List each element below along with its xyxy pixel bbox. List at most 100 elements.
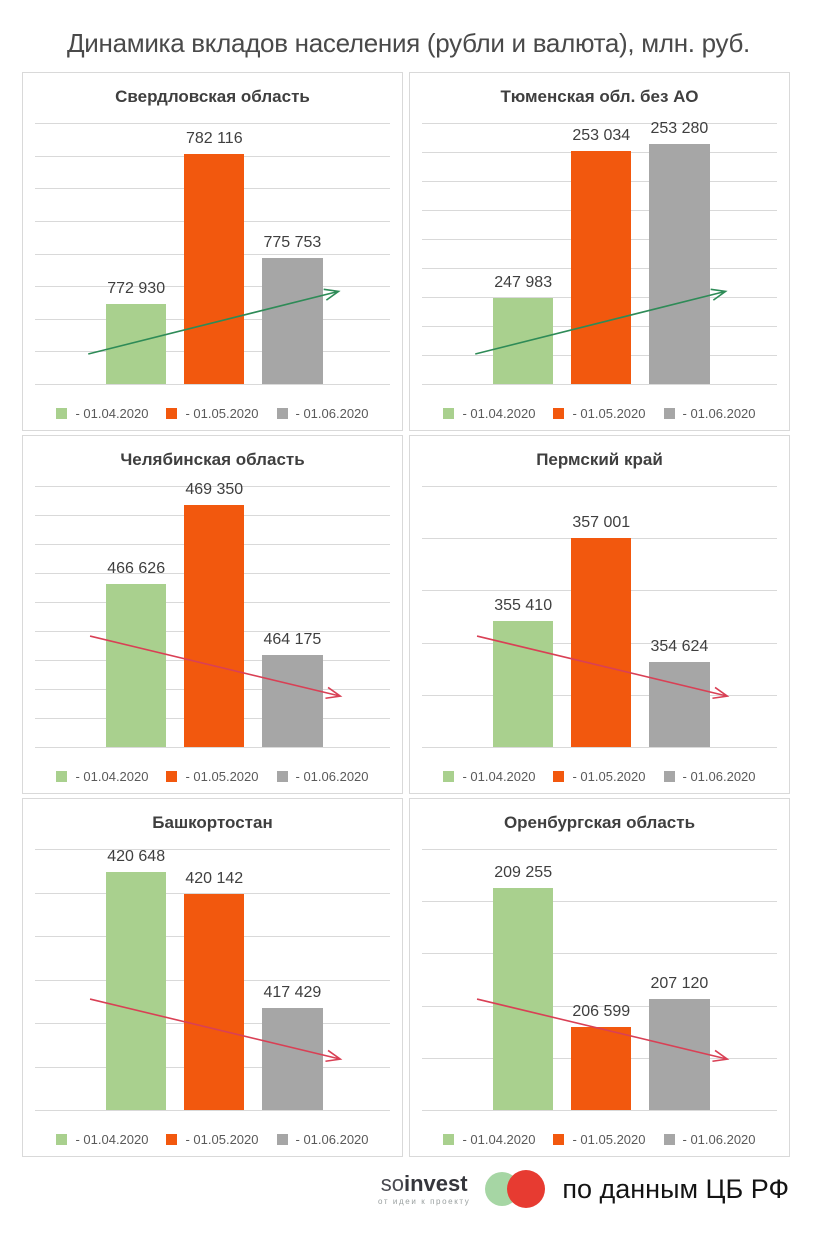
gridline <box>422 1110 777 1111</box>
chart-title: Оренбургская область <box>503 813 696 832</box>
footer: soinvest от идеи к проекту по данным ЦБ … <box>378 1168 789 1210</box>
bar-value-label: 253 280 <box>650 119 709 137</box>
legend-swatch-icon <box>443 408 455 419</box>
legend-swatch-icon <box>276 408 288 419</box>
bar-value-label: 417 429 <box>263 983 322 1001</box>
logo-red-circle-icon <box>507 1170 546 1208</box>
soinvest-logo-text: soinvest <box>381 1172 468 1195</box>
legend-item: - 01.06.2020 <box>663 1132 756 1147</box>
gridline <box>35 486 390 487</box>
legend-item: - 01.06.2020 <box>276 1132 369 1147</box>
chart-title: Пермский край <box>536 450 663 469</box>
bar-01.06.2020 <box>649 143 710 384</box>
legend-label: - 01.05.2020 <box>185 769 259 784</box>
chart-panel-orenburg: Оренбургская область 209 255 206 599 207 1… <box>409 798 790 1157</box>
legend-item: - 01.04.2020 <box>443 406 535 421</box>
bar-value-label: 469 350 <box>185 480 244 498</box>
bar-value-label: 206 599 <box>572 1002 631 1020</box>
legend-label: - 01.05.2020 <box>572 769 646 784</box>
legend-item: - 01.05.2020 <box>166 769 259 784</box>
legend-swatch-icon <box>166 1134 178 1145</box>
bar-01.04.2020 <box>493 887 554 1110</box>
gridline <box>35 747 390 748</box>
bar-01.05.2020 <box>184 893 245 1110</box>
legend-label: - 01.04.2020 <box>462 769 536 784</box>
legend-label: - 01.04.2020 <box>462 406 536 421</box>
gridline <box>422 849 777 850</box>
gridline <box>422 486 777 487</box>
bar-01.04.2020 <box>106 303 167 384</box>
legend-label: - 01.06.2020 <box>682 1132 756 1147</box>
legend-swatch-icon <box>663 408 675 419</box>
chart-legend: - 01.04.2020 - 01.05.2020 - 01.06.2020 <box>410 769 789 784</box>
chart-title: Свердловская область <box>115 87 310 106</box>
legend-item: - 01.04.2020 <box>443 1132 535 1147</box>
bar-value-label: 209 255 <box>494 863 553 881</box>
chart-panel-tyumen: Тюменская обл. без АО 247 983 253 034 253 … <box>409 72 790 431</box>
legend-item: - 01.04.2020 <box>56 1132 148 1147</box>
bar-value-label: 247 983 <box>494 273 553 291</box>
bar-value-label: 357 001 <box>572 514 631 532</box>
legend-item: - 01.04.2020 <box>56 406 148 421</box>
chart-legend: - 01.04.2020 - 01.05.2020 - 01.06.2020 <box>410 406 789 421</box>
legend-swatch-icon <box>276 771 288 782</box>
legend-item: - 01.05.2020 <box>553 1132 646 1147</box>
bar-value-label: 464 175 <box>263 630 322 648</box>
gridline <box>35 1110 390 1111</box>
chart-plot: 355 410 357 001 354 624 <box>422 486 777 748</box>
legend-item: - 01.05.2020 <box>166 1132 259 1147</box>
legend-label: - 01.04.2020 <box>75 406 149 421</box>
legend-item: - 01.04.2020 <box>56 769 148 784</box>
legend-item: - 01.06.2020 <box>276 406 369 421</box>
legend-label: - 01.04.2020 <box>75 1132 149 1147</box>
bar-01.04.2020 <box>106 583 167 747</box>
charts-grid: Свердловская область 772 930 782 116 775 7… <box>22 72 790 1157</box>
bar-value-label: 466 626 <box>107 559 166 577</box>
bar-value-label: 775 753 <box>263 233 322 251</box>
data-source-label: по данным ЦБ РФ <box>562 1173 789 1204</box>
bar-01.06.2020 <box>262 257 323 384</box>
legend-label: - 01.04.2020 <box>462 1132 536 1147</box>
bar-01.05.2020 <box>184 153 245 384</box>
gridline <box>422 123 777 124</box>
bar-01.05.2020 <box>571 538 632 747</box>
legend-swatch-icon <box>663 1134 675 1145</box>
legend-swatch-icon <box>56 408 68 419</box>
legend-swatch-icon <box>56 1134 68 1145</box>
chart-plot: 772 930 782 116 775 753 <box>35 123 390 385</box>
chart-plot: 466 626 469 350 464 175 <box>35 481 390 748</box>
logo-invest-text: invest <box>403 1170 468 1196</box>
logo-so-text: so <box>380 1170 404 1196</box>
bar-value-label: 355 410 <box>494 597 553 615</box>
legend-swatch-icon <box>276 1134 288 1145</box>
legend-swatch-icon <box>443 1134 455 1145</box>
bar-value-label: 782 116 <box>185 129 243 147</box>
legend-item: - 01.05.2020 <box>553 769 646 784</box>
legend-label: - 01.04.2020 <box>75 769 149 784</box>
page-title: Динамика вкладов населения (рубли и валю… <box>67 28 750 58</box>
logo-tagline: от идеи к проекту <box>377 1197 471 1207</box>
soinvest-logo: soinvest от идеи к проекту <box>378 1172 470 1206</box>
gridline <box>35 384 390 385</box>
bar-01.06.2020 <box>262 1007 323 1110</box>
legend-label: - 01.05.2020 <box>185 1132 259 1147</box>
chart-title: Тюменская обл. без АО <box>500 87 699 106</box>
gridline <box>35 892 390 894</box>
legend-label: - 01.06.2020 <box>295 406 369 421</box>
bar-01.06.2020 <box>649 999 710 1110</box>
chart-legend: - 01.04.2020 - 01.05.2020 - 01.06.2020 <box>23 406 402 421</box>
legend-item: - 01.06.2020 <box>663 769 756 784</box>
chart-title: Башкортостан <box>152 813 273 832</box>
bar-value-label: 420 142 <box>185 869 244 887</box>
bar-value-label: 420 648 <box>107 848 166 866</box>
chart-legend: - 01.04.2020 - 01.05.2020 - 01.06.2020 <box>23 769 402 784</box>
legend-item: - 01.05.2020 <box>553 406 646 421</box>
gridline <box>422 384 777 385</box>
legend-label: - 01.05.2020 <box>572 406 646 421</box>
chart-plot: 247 983 253 034 253 280 <box>422 119 777 385</box>
legend-label: - 01.06.2020 <box>295 1132 369 1147</box>
logo-mark-icon <box>485 1168 547 1210</box>
bar-01.05.2020 <box>571 1026 632 1110</box>
chart-legend: - 01.04.2020 - 01.05.2020 - 01.06.2020 <box>410 1132 789 1147</box>
chart-panel-bashkortostan: Башкортостан 420 648 420 142 417 429 - 01.… <box>22 798 403 1157</box>
